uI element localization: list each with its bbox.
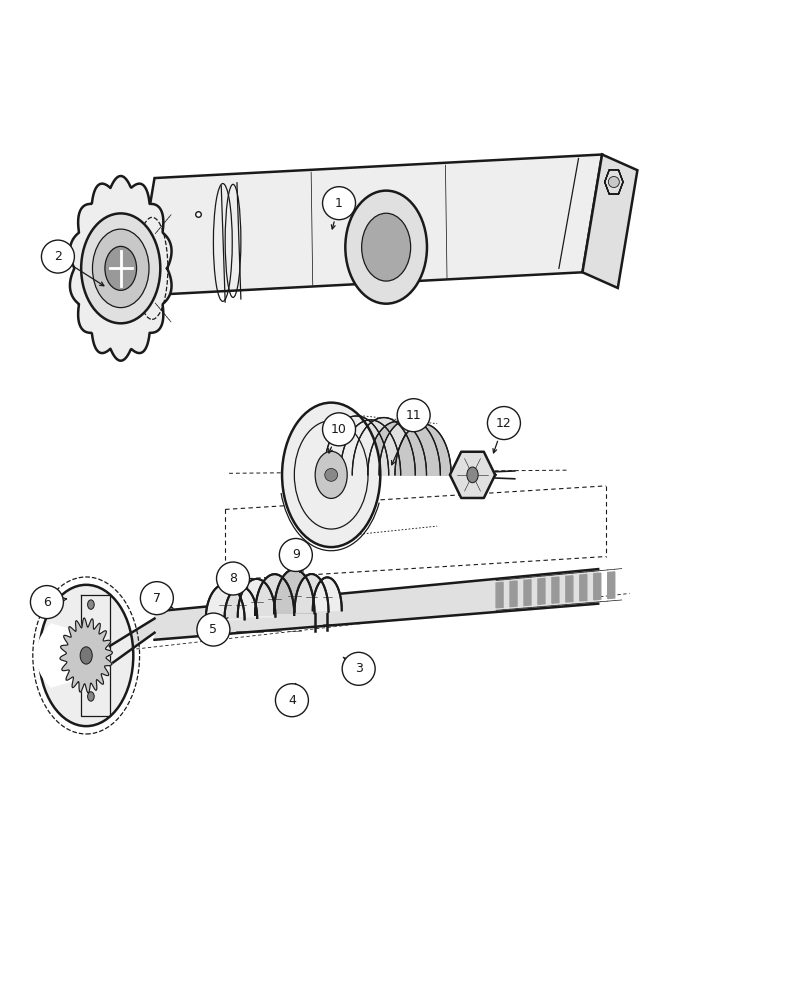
Circle shape [488, 407, 520, 440]
Polygon shape [368, 421, 426, 475]
Polygon shape [566, 576, 573, 602]
Ellipse shape [80, 647, 92, 664]
Polygon shape [274, 569, 314, 613]
Text: 7: 7 [153, 592, 161, 605]
Circle shape [140, 582, 173, 615]
Ellipse shape [282, 403, 381, 547]
Polygon shape [604, 170, 623, 194]
Text: 10: 10 [331, 423, 347, 436]
Ellipse shape [345, 191, 427, 304]
Circle shape [42, 240, 74, 273]
Circle shape [197, 613, 230, 646]
Circle shape [322, 413, 355, 446]
Polygon shape [81, 595, 110, 716]
Ellipse shape [92, 229, 149, 308]
Polygon shape [496, 582, 503, 608]
Polygon shape [552, 577, 559, 603]
Polygon shape [582, 155, 637, 288]
Polygon shape [225, 587, 257, 618]
Text: 8: 8 [229, 572, 237, 585]
Text: 2: 2 [54, 250, 62, 263]
Text: 4: 4 [288, 694, 296, 707]
Polygon shape [604, 170, 623, 194]
Polygon shape [524, 580, 531, 605]
Polygon shape [395, 424, 451, 475]
Circle shape [276, 684, 308, 717]
Text: 12: 12 [496, 417, 512, 430]
Polygon shape [110, 619, 154, 665]
Polygon shape [450, 452, 495, 498]
Polygon shape [70, 176, 172, 361]
Polygon shape [352, 418, 415, 475]
Polygon shape [324, 416, 388, 475]
Ellipse shape [81, 213, 160, 323]
Ellipse shape [315, 451, 348, 498]
Polygon shape [608, 572, 615, 599]
Polygon shape [340, 420, 400, 475]
Ellipse shape [362, 213, 411, 281]
Ellipse shape [87, 600, 95, 609]
Polygon shape [604, 170, 623, 194]
Polygon shape [604, 170, 623, 194]
Polygon shape [206, 584, 244, 619]
Text: 5: 5 [210, 623, 217, 636]
Polygon shape [580, 574, 587, 601]
Polygon shape [238, 579, 276, 617]
Ellipse shape [105, 246, 136, 290]
Polygon shape [313, 577, 342, 610]
Ellipse shape [466, 467, 478, 483]
Polygon shape [37, 624, 86, 687]
Polygon shape [594, 573, 600, 600]
Circle shape [325, 468, 337, 481]
Text: 9: 9 [292, 548, 299, 561]
Polygon shape [295, 574, 329, 612]
Circle shape [608, 176, 619, 187]
Polygon shape [135, 155, 602, 296]
Ellipse shape [39, 585, 133, 726]
Text: 1: 1 [335, 197, 343, 210]
Ellipse shape [87, 692, 95, 701]
Circle shape [322, 187, 355, 220]
Circle shape [397, 399, 430, 432]
Circle shape [280, 538, 312, 571]
Text: 3: 3 [355, 662, 362, 675]
Polygon shape [379, 419, 440, 475]
Polygon shape [604, 170, 623, 194]
Polygon shape [538, 578, 545, 604]
Polygon shape [60, 618, 113, 693]
Polygon shape [604, 170, 623, 194]
Circle shape [31, 586, 63, 619]
Polygon shape [510, 581, 517, 607]
Text: 6: 6 [43, 596, 51, 609]
Text: 11: 11 [406, 409, 422, 422]
Polygon shape [255, 574, 294, 615]
Circle shape [342, 652, 375, 685]
Polygon shape [604, 170, 623, 194]
Circle shape [217, 562, 250, 595]
